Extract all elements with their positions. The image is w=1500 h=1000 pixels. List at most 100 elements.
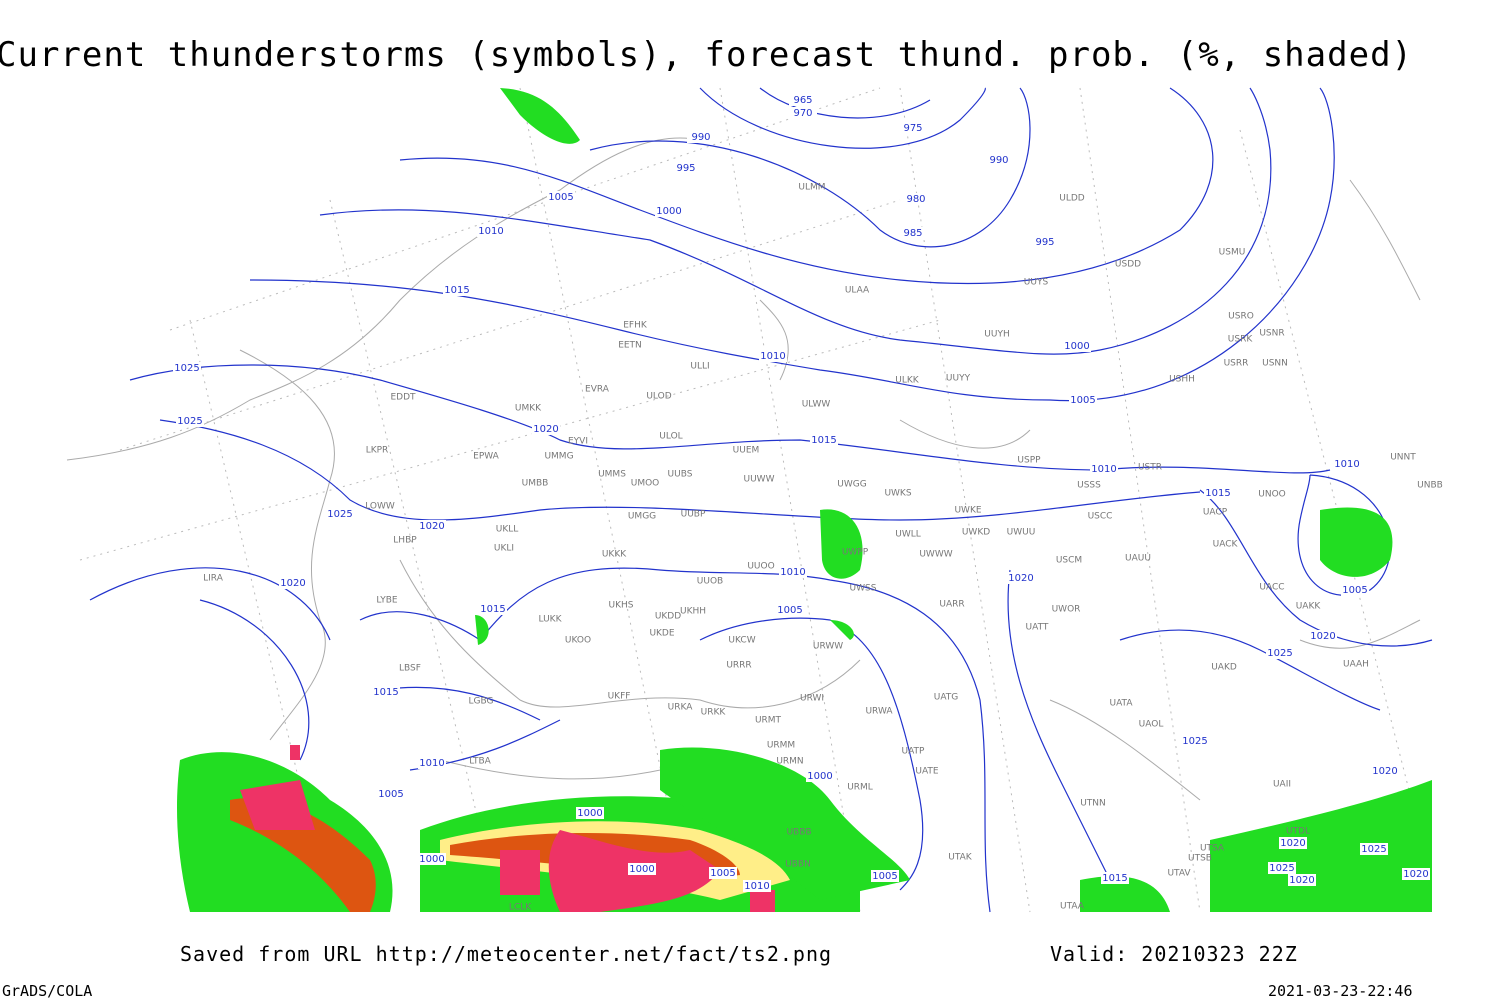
isobar-label-bg — [1309, 630, 1337, 642]
isobar-label-bg — [776, 604, 804, 616]
isobar-label: 1015 — [373, 687, 398, 698]
isobar-label-bg — [477, 225, 505, 237]
station-code: UNBB — [1417, 481, 1443, 491]
station-code: UKCW — [728, 636, 755, 646]
isobar-label: 1015 — [811, 435, 836, 446]
isobar-label: 1020 — [1310, 631, 1335, 642]
station-code: UACK — [1213, 540, 1239, 550]
isobar-label-bg — [789, 107, 817, 119]
station-code: UWKE — [954, 506, 981, 516]
isobar-label-bg — [759, 350, 787, 362]
station-code: UTAV — [1167, 869, 1191, 879]
isobar-label-bg — [1341, 584, 1369, 596]
isobar-label: 1000 — [577, 808, 602, 819]
station-code: UMBB — [522, 479, 549, 489]
isobar-label: 1025 — [1267, 648, 1292, 659]
station-code: LYBE — [376, 596, 397, 606]
isobar-label: 995 — [1035, 237, 1054, 248]
isobar-label: 1020 — [1372, 766, 1397, 777]
station-code: URMM — [767, 741, 795, 751]
station-code: USHH — [1169, 375, 1195, 385]
isobar — [89, 87, 1433, 913]
isobar-label: 995 — [676, 163, 695, 174]
station-code: UTSB — [1188, 854, 1212, 864]
isobar-label: 1025 — [177, 416, 202, 427]
station-code: URWA — [865, 707, 893, 717]
station-code: ULKK — [895, 376, 920, 386]
station-code: UWLL — [895, 530, 921, 540]
isobar-label: 1010 — [760, 351, 785, 362]
station-code: LIRA — [203, 574, 224, 584]
station-code: USRR — [1224, 359, 1249, 369]
isobar-label: 1015 — [1102, 873, 1127, 884]
station-code: UMMS — [598, 470, 626, 480]
isobar-label-bg — [326, 508, 354, 520]
isobar-label-bg — [743, 880, 771, 892]
station-code: UAAH — [1343, 660, 1369, 670]
isobar-label: 970 — [793, 108, 812, 119]
station-code: UACC — [1259, 583, 1284, 593]
credit: GrADS/COLA — [2, 982, 92, 1000]
isobar-label-bg — [1402, 868, 1430, 880]
isobar-label-bg — [655, 205, 683, 217]
station-code: UATT — [1026, 623, 1049, 633]
isobar-label-bg — [899, 122, 927, 134]
station-code: ULDD — [1059, 194, 1085, 204]
isobar-label-bg — [1279, 837, 1307, 849]
valid-time: Valid: 20210323 22Z — [1050, 942, 1298, 966]
station-code: LCLK — [509, 903, 532, 913]
isobar-label: 1015 — [444, 285, 469, 296]
station-code: UMMG — [544, 452, 573, 462]
station-code: UKKK — [602, 550, 627, 560]
isobar-label-bg — [547, 191, 575, 203]
station-code: UWKS — [884, 489, 911, 499]
station-code: UUYY — [946, 374, 971, 384]
isobar-label-bg — [1007, 572, 1035, 584]
station-code: UKOO — [565, 636, 591, 646]
isobar-label: 1025 — [327, 509, 352, 520]
station-code: UWUU — [1007, 528, 1036, 538]
station-code: LBSF — [399, 664, 421, 674]
isobar-label-bg — [418, 520, 446, 532]
station-code: UWGG — [837, 480, 866, 490]
isobar-label: 1010 — [478, 226, 503, 237]
station-code: UUOB — [697, 577, 723, 587]
station-code: UATP — [902, 747, 926, 757]
isobar-label: 1025 — [1361, 844, 1386, 855]
station-code: EYVI — [568, 437, 588, 447]
station-code: URWI — [800, 694, 824, 704]
isobar-label-bg — [902, 193, 930, 205]
station-code: URMT — [755, 716, 782, 726]
station-code: UWSS — [850, 584, 877, 594]
isobar-label-bg — [1268, 862, 1296, 874]
isobar-label: 1000 — [419, 854, 444, 865]
isobar-label: 985 — [903, 228, 922, 239]
station-code: EPWA — [473, 452, 500, 462]
station-code: UAKD — [1211, 663, 1237, 673]
isobar-label: 1010 — [419, 758, 444, 769]
station-code: URKK — [701, 708, 727, 718]
station-code: UUEM — [733, 446, 760, 456]
station-code: ULWW — [802, 400, 831, 410]
isobar-label-bg — [1090, 463, 1118, 475]
isobar-label-bg — [899, 227, 927, 239]
station-code: USRO — [1228, 312, 1254, 322]
station-code: UBBB — [786, 828, 811, 838]
isobar-label: 1005 — [872, 871, 897, 882]
station-code: UWOR — [1052, 605, 1081, 615]
station-code: USPP — [1017, 456, 1041, 466]
isobar-label: 1025 — [174, 363, 199, 374]
isobar-label: 980 — [906, 194, 925, 205]
isobar-label-bg — [372, 686, 400, 698]
station-code: UAOL — [1139, 720, 1164, 730]
station-code: UWKD — [962, 528, 990, 538]
isobar-label-bg — [709, 867, 737, 879]
isobar-label: 1020 — [1403, 869, 1428, 880]
isobar-label-bg — [377, 788, 405, 800]
station-code: UAII — [1273, 780, 1291, 790]
isobar-label-bg — [1360, 843, 1388, 855]
isobar-label-bg — [443, 284, 471, 296]
station-code: UNNT — [1390, 453, 1416, 463]
station-code: UUWW — [744, 475, 775, 485]
station-code: UTNN — [1080, 799, 1106, 809]
